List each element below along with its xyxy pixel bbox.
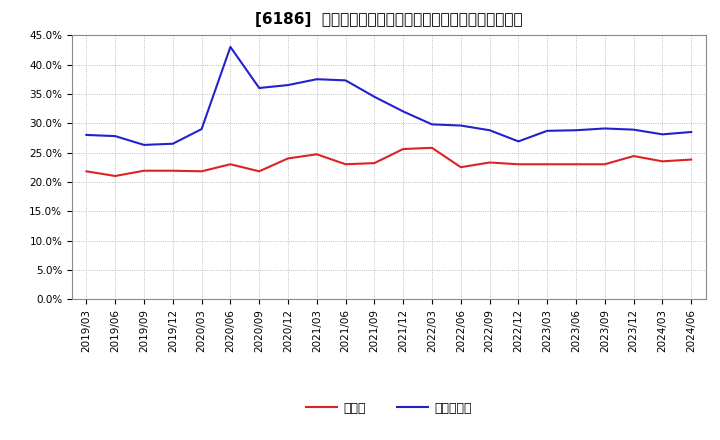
現顔金	[312, 152, 321, 157]
現顔金	[255, 169, 264, 174]
有利子負債	[312, 77, 321, 82]
有利子負債	[284, 82, 292, 88]
現顔金	[456, 165, 465, 170]
現顔金	[197, 169, 206, 174]
現顔金	[543, 161, 552, 167]
Line: 現顔金: 現顔金	[86, 148, 691, 176]
現顔金	[399, 147, 408, 152]
現顔金	[284, 156, 292, 161]
有利子負債	[456, 123, 465, 128]
現顔金	[226, 161, 235, 167]
現顔金	[140, 168, 148, 173]
有利子負債	[111, 133, 120, 139]
有利子負債	[399, 109, 408, 114]
現顔金	[168, 168, 177, 173]
有利子負債	[428, 122, 436, 127]
有利子負債	[572, 128, 580, 133]
現顔金	[600, 161, 609, 167]
現顔金	[370, 161, 379, 166]
Line: 有利子負債: 有利子負債	[86, 47, 691, 145]
有利子負債	[658, 132, 667, 137]
現顔金	[572, 161, 580, 167]
現顔金	[82, 169, 91, 174]
有利子負債	[687, 129, 696, 135]
現顔金	[687, 157, 696, 162]
有利子負債	[543, 128, 552, 133]
現顔金	[514, 161, 523, 167]
有利子負債	[514, 139, 523, 144]
現顔金	[629, 154, 638, 159]
現顔金	[428, 145, 436, 150]
有利子負債	[140, 142, 148, 147]
有利子負債	[341, 78, 350, 83]
Legend: 現顔金, 有利子負債: 現顔金, 有利子負債	[301, 397, 477, 420]
現顔金	[485, 160, 494, 165]
有利子負債	[168, 141, 177, 147]
有利子負債	[485, 128, 494, 133]
有利子負債	[197, 126, 206, 132]
有利子負債	[255, 85, 264, 91]
有利子負債	[370, 94, 379, 99]
有利子負債	[226, 44, 235, 50]
有利子負債	[600, 126, 609, 131]
現顔金	[341, 161, 350, 167]
Title: [6186]  現顔金、有利子負債の総資産に対する比率の推移: [6186] 現顔金、有利子負債の総資産に対する比率の推移	[255, 12, 523, 27]
有利子負債	[82, 132, 91, 138]
現顔金	[658, 159, 667, 164]
有利子負債	[629, 127, 638, 132]
現顔金	[111, 173, 120, 179]
